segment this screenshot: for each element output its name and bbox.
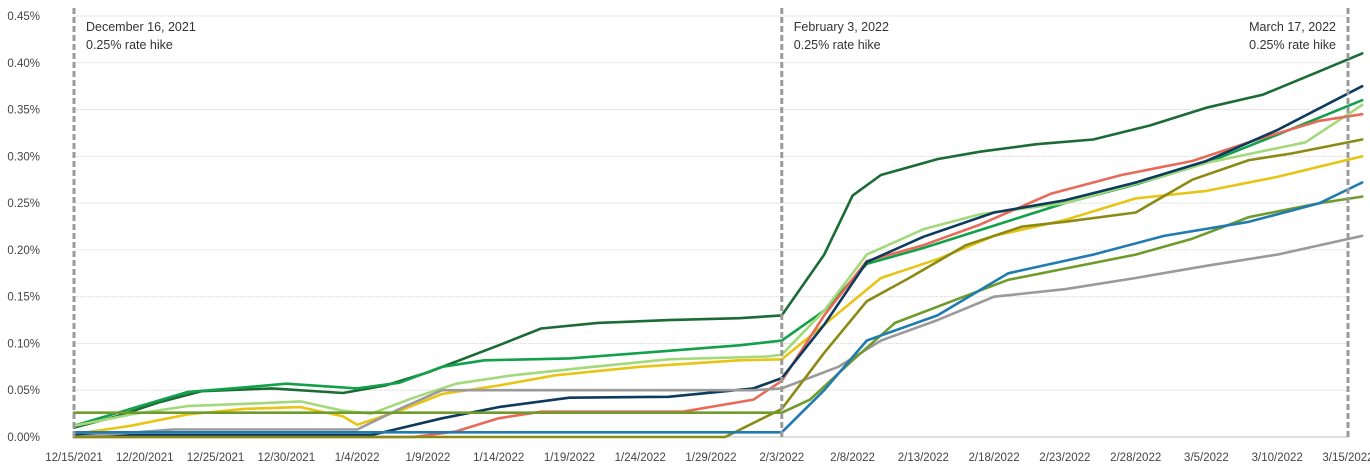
x-tick-label: 12/25/2021 xyxy=(187,452,245,464)
y-tick-label: 0.30% xyxy=(7,151,40,163)
series-line-6 xyxy=(72,84,1364,437)
annotation-note: 0.25% rate hike xyxy=(86,38,173,52)
y-tick-label: 0.25% xyxy=(7,198,40,210)
series-line-9 xyxy=(72,195,1364,414)
x-tick-label: 1/14/2022 xyxy=(473,452,524,464)
rate-hike-annotations: December 16, 2021 0.25% rate hike February… xyxy=(86,20,1336,52)
x-tick-label: 2/8/2022 xyxy=(830,452,875,464)
series-line-2 xyxy=(72,98,1364,428)
y-tick-label: 0.05% xyxy=(7,385,40,397)
x-tick-label: 1/19/2022 xyxy=(544,452,595,464)
series-line-5 xyxy=(72,112,1364,439)
x-tick-label: 3/5/2022 xyxy=(1184,452,1229,464)
x-tick-label: 2/13/2022 xyxy=(898,452,949,464)
series-line-4 xyxy=(72,155,1364,436)
annotation-note: 0.25% rate hike xyxy=(794,38,881,52)
annotation-date: February 3, 2022 xyxy=(794,20,889,34)
x-tick-label: 2/18/2022 xyxy=(969,452,1020,464)
y-tick-label: 0.00% xyxy=(7,432,40,444)
x-tick-label: 1/9/2022 xyxy=(406,452,451,464)
series-line-1 xyxy=(72,52,1364,429)
x-tick-label: 3/10/2022 xyxy=(1252,452,1303,464)
y-tick-label: 0.20% xyxy=(7,245,40,257)
y-tick-label: 0.35% xyxy=(7,105,40,117)
series-line-3 xyxy=(72,103,1364,428)
x-tick-label: 1/24/2022 xyxy=(615,452,666,464)
x-tick-label: 12/30/2021 xyxy=(258,452,316,464)
y-tick-label: 0.45% xyxy=(7,11,40,23)
x-tick-label: 1/4/2022 xyxy=(335,452,380,464)
x-tick-label: 12/15/2021 xyxy=(45,452,103,464)
y-tick-label: 0.40% xyxy=(7,58,40,70)
x-tick-label: 12/20/2021 xyxy=(116,452,174,464)
annotation-date: March 17, 2022 xyxy=(1249,20,1336,34)
y-axis-ticks: 0.00% 0.05% 0.10% 0.15% 0.20% 0.25% 0.30% 0.35%… xyxy=(7,11,40,444)
x-axis-ticks: 12/15/2021 12/20/2021 12/25/2021 12/30/2021… xyxy=(45,452,1370,464)
x-tick-label: 2/3/2022 xyxy=(759,452,804,464)
x-tick-label: 1/29/2022 xyxy=(685,452,736,464)
x-tick-label: 2/28/2022 xyxy=(1110,452,1161,464)
y-tick-label: 0.15% xyxy=(7,292,40,304)
annotation-note: 0.25% rate hike xyxy=(1249,38,1336,52)
y-tick-label: 0.10% xyxy=(7,338,40,350)
series-lines xyxy=(72,52,1364,439)
x-tick-label: 3/15/2022 xyxy=(1322,452,1370,464)
rate-hike-markers xyxy=(72,8,1350,439)
series-line-8 xyxy=(72,138,1364,439)
annotation-date: December 16, 2021 xyxy=(86,20,196,34)
grid-lines xyxy=(74,15,1348,438)
series-line-10 xyxy=(72,181,1364,434)
x-tick-label: 2/23/2022 xyxy=(1039,452,1090,464)
